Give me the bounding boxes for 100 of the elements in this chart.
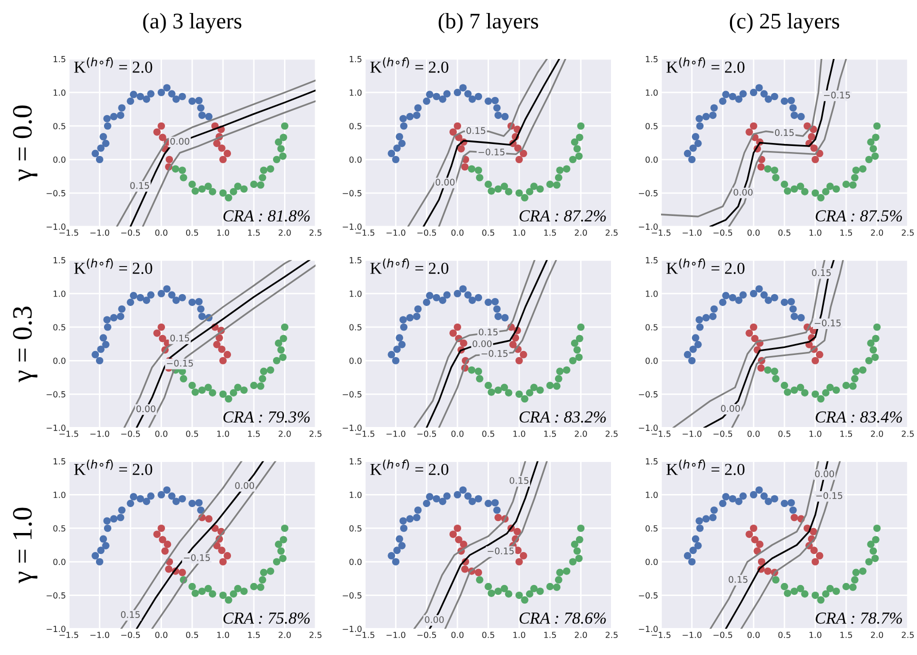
point [750, 122, 758, 130]
x-tick-label: 1.5 [544, 230, 556, 236]
point [790, 185, 798, 193]
point [224, 552, 232, 560]
point [104, 323, 112, 331]
point [788, 499, 795, 506]
point [164, 540, 172, 548]
point [797, 112, 805, 120]
point [260, 368, 268, 376]
point [772, 576, 780, 584]
annotation: −0.15 [488, 547, 514, 554]
point [796, 182, 804, 190]
chart-title: (b) 7 layers [438, 12, 538, 34]
point [474, 568, 482, 576]
y-tick-label: 1.5 [54, 56, 66, 62]
point [277, 547, 285, 555]
x-tick-label: 1.5 [248, 230, 260, 236]
point [709, 514, 717, 522]
point [422, 298, 430, 306]
x-tick-label: −0.5 [714, 229, 732, 236]
point [808, 133, 816, 140]
point [392, 156, 400, 164]
point [142, 96, 150, 103]
x-tick-label: −1.0 [90, 430, 110, 437]
point [801, 590, 808, 598]
point [273, 558, 280, 566]
point [826, 182, 834, 190]
point [192, 187, 199, 195]
point [136, 495, 144, 502]
point [443, 492, 451, 500]
point [459, 285, 467, 293]
y-tick-label: 0.5 [349, 324, 362, 330]
point [810, 528, 818, 536]
point [851, 174, 858, 182]
point [488, 388, 496, 396]
y-tick-label: 1.0 [646, 492, 658, 498]
point [205, 112, 212, 120]
point [696, 323, 704, 331]
point [788, 96, 795, 104]
point [178, 294, 186, 302]
point [689, 546, 697, 554]
point [464, 492, 472, 500]
x-tick-label: 2.5 [606, 430, 618, 437]
y-tick-label: −1.0 [638, 626, 658, 632]
point [849, 181, 857, 189]
point [454, 122, 462, 130]
annotation: K$^{(h∘f)}$ = 2.0 [74, 460, 152, 476]
point [515, 156, 523, 164]
x-tick-label: −1.0 [682, 430, 702, 437]
point [526, 389, 534, 396]
point [414, 104, 422, 112]
annotation: 0.00 [721, 405, 740, 412]
y-tick-label: 0.0 [53, 358, 66, 364]
point [755, 84, 763, 92]
point [851, 576, 858, 584]
point [198, 185, 206, 193]
x-tick-label: −0.5 [121, 430, 140, 437]
point [504, 590, 512, 598]
point [484, 180, 492, 188]
point [750, 290, 758, 298]
point [153, 329, 161, 337]
point [789, 305, 797, 313]
point [92, 350, 99, 358]
point [250, 582, 258, 590]
point [454, 491, 462, 498]
point [751, 536, 758, 544]
point [197, 104, 204, 112]
point [735, 96, 742, 103]
point [526, 590, 534, 598]
point [219, 189, 227, 197]
point [126, 98, 134, 105]
y-tick-label: 0.5 [53, 324, 66, 330]
point [413, 514, 420, 522]
point [722, 90, 730, 98]
x-tick-label: −1.0 [386, 632, 406, 638]
point [790, 588, 798, 595]
annotation: −0.15 [816, 492, 842, 500]
point [454, 524, 462, 532]
point [760, 492, 768, 500]
point [780, 382, 788, 390]
point [464, 291, 472, 299]
point [688, 356, 696, 364]
x-tick-label: 0.0 [748, 229, 760, 236]
annotation: K$^{(h∘f)}$ = 2.0 [370, 57, 448, 73]
point [530, 584, 538, 592]
point [104, 524, 112, 532]
point [180, 174, 188, 182]
point [474, 368, 482, 376]
point [460, 340, 468, 347]
point [250, 382, 258, 390]
point [755, 285, 763, 293]
point [780, 180, 788, 188]
point [230, 389, 238, 396]
x-tick-label: 2.5 [902, 430, 914, 437]
point [710, 104, 718, 112]
point [406, 314, 414, 322]
point [562, 366, 570, 374]
y-tick-label: 0.5 [646, 324, 658, 330]
y-tick-label: −0.5 [342, 190, 362, 196]
point [556, 166, 564, 174]
